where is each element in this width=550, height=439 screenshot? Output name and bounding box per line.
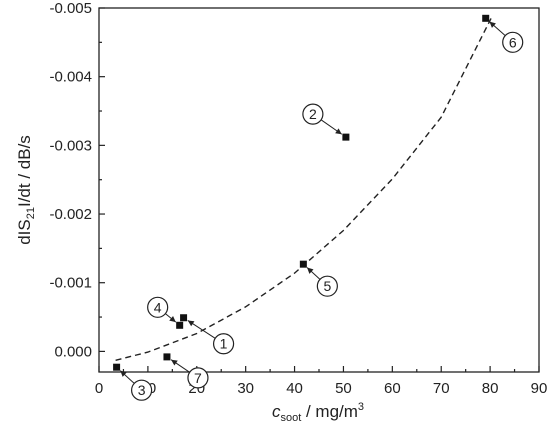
x-tick-label: 50 (335, 380, 352, 397)
callout-circle-4 (147, 296, 169, 318)
callout-label-1: 1 (220, 336, 228, 352)
callout-circle-5 (316, 275, 338, 297)
y-tick-label: 0.000 (54, 343, 92, 360)
x-tick-label: 60 (384, 380, 401, 397)
y-axis-title: dIS21I/dt / dB/s (15, 135, 37, 245)
plot-frame (98, 7, 540, 373)
y-tick-label: -0.005 (49, 0, 92, 17)
callout-arrowhead-3 (120, 370, 127, 377)
data-point-1 (180, 314, 188, 322)
callout-circle-3 (131, 379, 153, 401)
callout-label-2: 2 (309, 106, 317, 122)
fit-curve-layer (115, 17, 492, 361)
callout-arrowhead-7 (171, 359, 178, 366)
callout-circle-7 (187, 367, 209, 389)
data-point-3 (113, 363, 121, 371)
callout-label-5: 5 (323, 278, 331, 294)
x-tick-label: 90 (531, 380, 548, 397)
data-point-6 (482, 14, 490, 22)
y-tick-label: -0.003 (49, 137, 92, 154)
y-tick-label: -0.004 (49, 69, 92, 86)
data-point-4 (176, 321, 184, 329)
x-tick-label: 70 (433, 380, 450, 397)
x-axis-title: csoot / mg/m3 (272, 401, 364, 424)
data-point-5 (299, 260, 307, 268)
y-tick-label: -0.002 (49, 206, 92, 223)
callout-arrowhead-5 (307, 267, 314, 274)
axis-ticks: 01020304050607080900.000-0.001-0.002-0.0… (49, 0, 547, 397)
x-tick-label: 0 (95, 380, 103, 397)
callout-arrowhead-2 (335, 128, 342, 135)
callout-label-6: 6 (509, 34, 517, 50)
callout-label-7: 7 (194, 370, 202, 386)
callout-label-3: 3 (138, 382, 146, 398)
callout-circle-1 (212, 333, 235, 355)
callout-arrowhead-4 (169, 316, 176, 323)
x-tick-label: 80 (482, 380, 499, 397)
x-tick-label: 40 (286, 380, 303, 397)
data-point-2 (342, 133, 350, 141)
callout-arrowhead-6 (489, 21, 496, 28)
callout-circle-2 (302, 103, 324, 125)
data-points (113, 14, 490, 371)
x-tick-label: 30 (237, 380, 254, 397)
callout-arrowhead-1 (187, 320, 195, 327)
callout-circle-6 (502, 31, 524, 53)
y-tick-label: -0.001 (49, 275, 92, 292)
point-callouts: 1 2 3 4 5 6 7 (119, 21, 524, 401)
data-point-7 (163, 353, 171, 361)
callout-label-4: 4 (154, 299, 162, 315)
fit-curve (115, 17, 492, 361)
